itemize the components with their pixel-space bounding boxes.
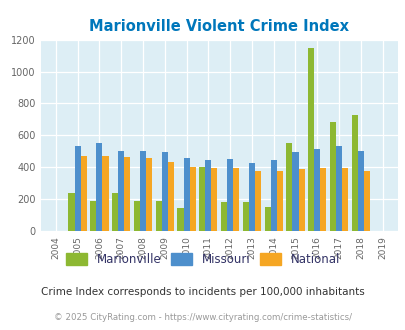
Bar (226, 159, 232, 231)
Bar (134, 201, 140, 231)
Bar (90, 201, 96, 231)
Text: Crime Index corresponds to incidents per 100,000 inhabitants: Crime Index corresponds to incidents per… (41, 287, 364, 297)
Bar (351, 115, 357, 231)
Bar (292, 152, 298, 231)
Bar (307, 48, 313, 231)
Bar (81, 156, 87, 231)
Bar (242, 202, 248, 231)
Bar (199, 167, 205, 231)
Bar (363, 171, 369, 231)
Text: © 2025 CityRating.com - https://www.cityrating.com/crime-statistics/: © 2025 CityRating.com - https://www.city… (54, 313, 351, 322)
Bar (68, 193, 75, 231)
Bar (220, 202, 226, 231)
Bar (102, 156, 108, 231)
Bar (75, 147, 81, 231)
Bar (276, 171, 282, 231)
Bar (264, 207, 270, 231)
Bar (96, 143, 102, 231)
Title: Marionville Violent Crime Index: Marionville Violent Crime Index (89, 19, 348, 34)
Legend: Marionville, Missouri, National: Marionville, Missouri, National (61, 248, 344, 271)
Bar (298, 169, 304, 231)
Bar (177, 208, 183, 231)
Bar (155, 201, 161, 231)
Bar (124, 157, 130, 231)
Bar (270, 160, 276, 231)
Bar (357, 151, 363, 231)
Bar (248, 163, 254, 231)
Bar (161, 152, 167, 231)
Bar (118, 151, 124, 231)
Bar (313, 149, 320, 231)
Bar (320, 168, 326, 231)
Bar (254, 171, 260, 231)
Bar (341, 168, 347, 231)
Bar (167, 162, 173, 231)
Bar (189, 167, 195, 231)
Bar (286, 143, 292, 231)
Bar (183, 158, 189, 231)
Bar (146, 158, 152, 231)
Bar (140, 151, 146, 231)
Bar (232, 169, 239, 231)
Bar (335, 147, 341, 231)
Bar (205, 160, 211, 231)
Bar (329, 122, 335, 231)
Bar (211, 169, 217, 231)
Bar (112, 193, 118, 231)
